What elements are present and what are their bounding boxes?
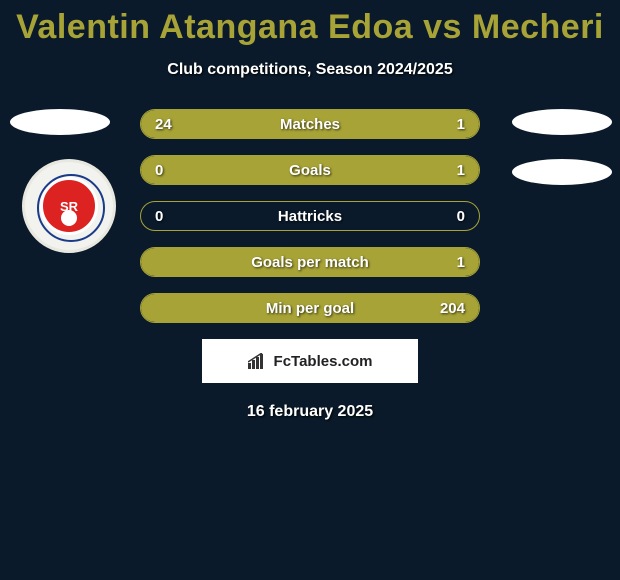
club-badge-inner: SR: [40, 177, 98, 235]
date-text: 16 february 2025: [0, 403, 620, 421]
page-title: Valentin Atangana Edoa vs Mecheri: [0, 0, 620, 47]
placeholder-ellipse-right-2: [512, 159, 612, 185]
stat-row: 0Goals1: [140, 155, 480, 185]
site-logo: FcTables.com: [202, 339, 418, 383]
stat-row: Min per goal204: [140, 293, 480, 323]
stat-row: 0Hattricks0: [140, 201, 480, 231]
stat-label: Goals: [141, 156, 479, 184]
stat-row: Goals per match1: [140, 247, 480, 277]
stat-label: Matches: [141, 110, 479, 138]
stat-row: 24Matches1: [140, 109, 480, 139]
stat-value-right: 0: [457, 202, 465, 230]
placeholder-ellipse-left: [10, 109, 110, 135]
stat-rows: 24Matches10Goals10Hattricks0Goals per ma…: [140, 109, 480, 323]
stat-value-right: 1: [457, 248, 465, 276]
club-badge: SR: [22, 159, 116, 253]
stat-label: Hattricks: [141, 202, 479, 230]
placeholder-ellipse-right-1: [512, 109, 612, 135]
site-logo-text: FcTables.com: [274, 353, 373, 370]
stat-label: Min per goal: [141, 294, 479, 322]
bar-chart-icon: [248, 353, 268, 369]
club-badge-ball-icon: [61, 210, 77, 226]
stat-value-right: 1: [457, 110, 465, 138]
stat-value-right: 204: [440, 294, 465, 322]
page-subtitle: Club competitions, Season 2024/2025: [0, 61, 620, 79]
comparison-area: SR 24Matches10Goals10Hattricks0Goals per…: [0, 109, 620, 421]
stat-value-right: 1: [457, 156, 465, 184]
stat-label: Goals per match: [141, 248, 479, 276]
